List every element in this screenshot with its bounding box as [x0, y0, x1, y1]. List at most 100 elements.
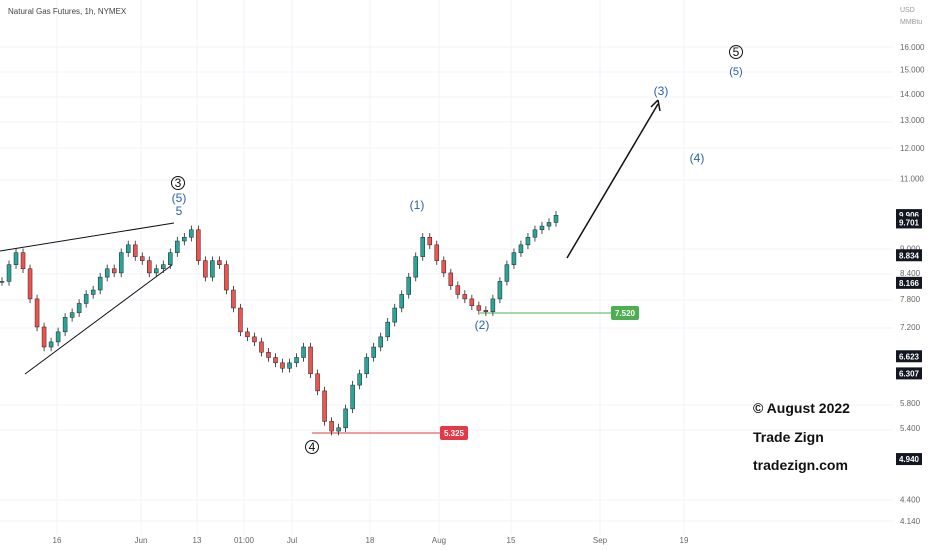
y-tick-label: 15.000 — [900, 66, 925, 75]
candle-body — [420, 236, 426, 257]
candle-body — [210, 260, 215, 278]
svg-text:8.166: 8.166 — [899, 279, 920, 288]
y-tick-label: 5.400 — [900, 424, 921, 433]
svg-text:6.307: 6.307 — [899, 369, 920, 378]
svg-text:5: 5 — [733, 45, 740, 59]
candle-body — [553, 215, 559, 223]
wedge-lower-trendline[interactable] — [24, 264, 173, 375]
wave-label-5-circled-top: 5 — [729, 45, 743, 59]
candle-body — [329, 421, 334, 432]
candle-body — [196, 229, 201, 261]
candle-body — [238, 307, 243, 333]
y-tick-label: 13.000 — [900, 116, 925, 125]
svg-text:8.834: 8.834 — [899, 251, 920, 260]
level-badge-7520-text: 7.520 — [615, 309, 636, 318]
watermark-copyright: © August 2022 — [753, 400, 850, 416]
wave-label-4-paren: (4) — [690, 151, 705, 165]
y-tick-label: 8.400 — [900, 269, 921, 278]
y-tick-label: 7.200 — [900, 323, 921, 332]
candle-body — [532, 229, 538, 238]
wave-label-3-circled: 3 — [171, 176, 185, 190]
candle-body — [364, 357, 369, 375]
y-tick-label: 12.000 — [900, 144, 925, 153]
candle-body — [476, 305, 482, 311]
svg-text:4: 4 — [309, 440, 316, 454]
level-badge-5325-text: 5.325 — [444, 429, 465, 438]
y-axis[interactable]: 16.000 15.000 14.000 13.000 12.000 11.000 9.00… — [900, 43, 925, 526]
candle-body — [490, 298, 496, 312]
projection-arrowhead-icon — [650, 99, 661, 112]
x-tick-label: 15 — [507, 536, 516, 545]
wave-label-3-paren: (3) — [654, 84, 669, 98]
candle-body — [6, 264, 12, 282]
candle-body — [62, 317, 68, 333]
x-tick-label: 16 — [53, 536, 62, 545]
x-axis[interactable]: 16 Jun 13 01:00 Jul 18 Aug 15 Sep 19 — [53, 536, 689, 545]
candle-body — [497, 281, 503, 300]
wave-label-1-paren: (1) — [410, 198, 425, 212]
candle-body — [301, 346, 306, 358]
candle-body — [469, 298, 475, 306]
chart-title: Natural Gas Futures, 1h, NYMEX — [8, 7, 127, 16]
candle-body — [182, 236, 187, 242]
x-tick-label: 13 — [193, 536, 202, 545]
svg-text:4.940: 4.940 — [899, 455, 920, 464]
candle-body — [392, 307, 397, 323]
y-tick-label: 5.800 — [900, 399, 921, 408]
watermark-site: tradezign.com — [753, 457, 848, 473]
wave-label-2-paren: (2) — [475, 318, 490, 332]
wedge-upper-trendline[interactable] — [0, 222, 175, 252]
candle-body — [125, 244, 131, 253]
y-tick-label: 4.140 — [900, 517, 921, 526]
candle-body — [518, 244, 524, 253]
candle-body — [539, 225, 545, 231]
candle-body — [20, 252, 26, 270]
candle-body — [252, 336, 257, 343]
candle-body — [385, 321, 390, 338]
candle-body — [111, 268, 117, 274]
candle-body — [83, 294, 89, 304]
candle-body — [76, 303, 82, 313]
candle-body — [203, 260, 208, 278]
candle-body — [280, 362, 285, 369]
candle-body — [406, 276, 411, 295]
price-badge: 9.701 — [896, 216, 922, 229]
projection-arrow-line[interactable] — [566, 103, 659, 259]
candle-body — [132, 244, 138, 257]
candle-body — [104, 268, 110, 278]
candle-body — [245, 331, 250, 338]
candle-body — [189, 229, 194, 238]
x-tick-label: Sep — [593, 536, 608, 545]
candle-body — [483, 310, 489, 312]
candle-body — [315, 373, 320, 392]
candle-body — [448, 272, 454, 286]
candle-body — [140, 256, 145, 261]
x-tick-label: 19 — [680, 536, 689, 545]
axis-unit-line-2: MMBtu — [900, 19, 922, 26]
candle-body — [90, 289, 96, 295]
y-tick-label: 11.000 — [900, 174, 924, 183]
candle-body — [97, 276, 103, 291]
price-badge: 6.307 — [896, 367, 922, 380]
y-tick-label: 9.000 — [900, 245, 921, 254]
x-tick-label: 01:00 — [234, 536, 255, 545]
svg-text:9.701: 9.701 — [899, 218, 920, 227]
candle-body — [413, 256, 418, 278]
y-tick-label: 16.000 — [900, 43, 925, 52]
level-badge-7520[interactable]: 7.520 — [611, 306, 639, 320]
candle-body — [287, 362, 292, 369]
candle-body — [308, 346, 313, 375]
svg-text:6.623: 6.623 — [899, 352, 920, 361]
wave-label-5-paren: (5) — [172, 191, 187, 205]
wave-label-5-paren-top: (5) — [729, 66, 742, 78]
grid — [0, 0, 893, 535]
level-badge-5325[interactable]: 5.325 — [440, 426, 468, 440]
price-series[interactable] — [0, 211, 559, 436]
candle-body — [168, 252, 173, 265]
price-badge: 6.623 — [896, 350, 922, 363]
candle-body — [55, 331, 61, 343]
x-tick-label: 18 — [366, 536, 375, 545]
candle-body — [48, 341, 54, 348]
